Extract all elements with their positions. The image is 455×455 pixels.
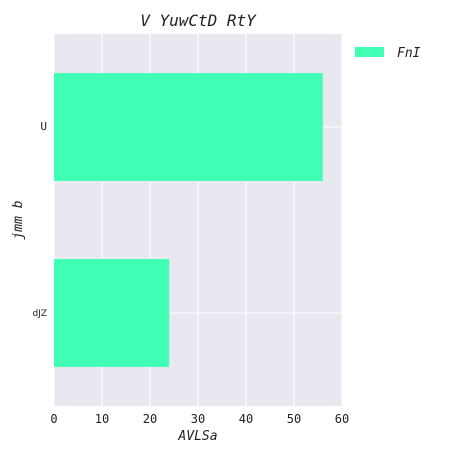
y-tick-label: dJZ (32, 309, 47, 319)
y-axis-label: jmm b (11, 200, 26, 239)
x-tick-label: 60 (335, 412, 349, 426)
bar-U (54, 73, 323, 181)
x-axis-label: AVLSa (177, 429, 217, 444)
y-tick-label: U (40, 120, 47, 133)
x-tick-label: 20 (143, 412, 157, 426)
legend-swatch (355, 47, 384, 57)
x-tick-label: 0 (50, 412, 57, 426)
x-tick-label: 30 (191, 412, 205, 426)
legend: FnI (355, 46, 421, 61)
legend-label: FnI (397, 46, 421, 61)
x-axis-ticks: 0 10 20 30 40 50 60 (50, 412, 349, 426)
bar-dJZ (54, 259, 169, 367)
chart-title: V YuwCtD RtY (140, 11, 257, 30)
x-tick-label: 40 (239, 412, 253, 426)
x-tick-label: 50 (287, 412, 301, 426)
x-tick-label: 10 (95, 412, 109, 426)
